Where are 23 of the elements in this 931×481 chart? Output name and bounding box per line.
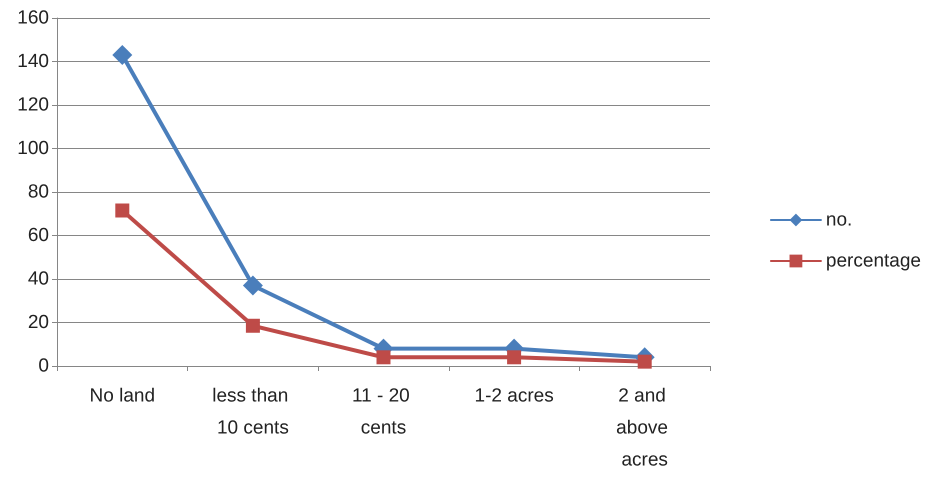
point	[507, 350, 522, 364]
point	[376, 350, 390, 364]
y-tick-label: 140	[17, 51, 49, 72]
point	[115, 203, 130, 218]
legend-label: no.	[826, 210, 852, 230]
y-tick-label: 20	[28, 312, 49, 333]
point	[242, 276, 263, 296]
x-tick-label: 2 and above acres	[616, 386, 674, 470]
y-tick-label: 100	[17, 138, 49, 159]
y-tick-label: 120	[17, 94, 49, 116]
point	[638, 354, 652, 369]
x-tick-label: No land	[90, 386, 156, 406]
y-tick-label: 160	[17, 8, 49, 28]
y-tick-label: 80	[28, 182, 49, 202]
x-tick-label: 11 - 20 cents	[352, 386, 416, 438]
legend-label: percentage	[826, 250, 922, 272]
x-tick-label: 1-2 acres	[474, 386, 554, 406]
y-tick-label: 60	[28, 225, 49, 246]
y-tick-label: 0	[38, 356, 49, 376]
x-tick-label: less than 10 cents	[212, 386, 294, 438]
point	[112, 44, 132, 65]
y-tick-label: 40	[28, 268, 49, 290]
point	[246, 318, 260, 333]
